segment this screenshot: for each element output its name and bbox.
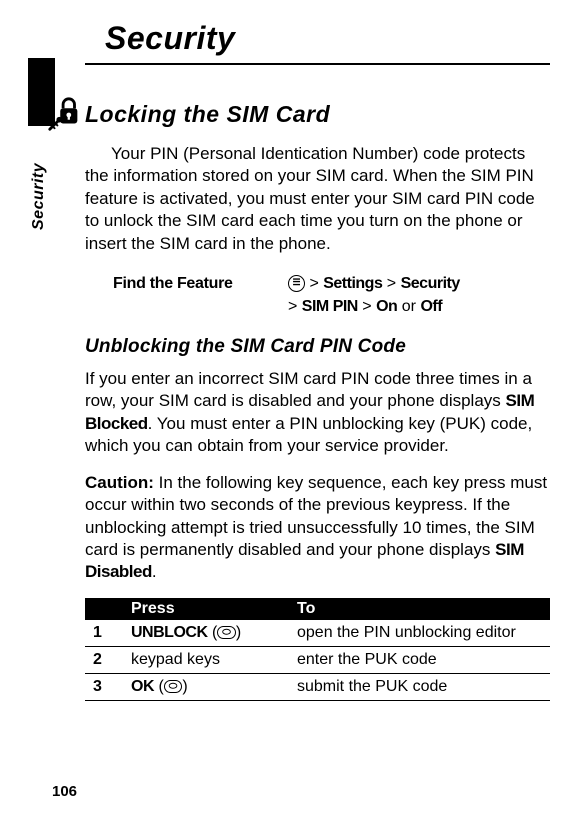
find-the-feature: Find the Feature ☰ > Settings > Security… bbox=[113, 273, 550, 318]
find-feature-path: ☰ > Settings > Security > SIM PIN > On o… bbox=[288, 273, 550, 318]
side-tab bbox=[28, 58, 55, 126]
step-to: submit the PUK code bbox=[289, 673, 550, 700]
section-heading: Locking the SIM Card bbox=[85, 101, 330, 128]
caution-label: Caution: bbox=[85, 473, 154, 492]
path-sep: > bbox=[358, 298, 376, 315]
step-to: enter the PUK code bbox=[289, 646, 550, 673]
text: . You must enter a PIN unblocking key (P… bbox=[85, 414, 532, 455]
path-sep: > bbox=[382, 275, 400, 292]
step-number: 3 bbox=[85, 673, 123, 700]
press-close: ) bbox=[182, 678, 187, 695]
table-row: 2 keypad keys enter the PUK code bbox=[85, 646, 550, 673]
path-sep: > bbox=[305, 275, 323, 292]
table-row: 1 UNBLOCK (⬭) open the PIN unblocking ed… bbox=[85, 620, 550, 647]
press-close: ) bbox=[236, 624, 241, 641]
path-on: On bbox=[376, 298, 397, 315]
title-rule bbox=[85, 63, 550, 65]
path-settings: Settings bbox=[323, 275, 382, 292]
path-or: or bbox=[397, 298, 420, 315]
page-number: 106 bbox=[52, 783, 77, 800]
press-suffix: ( bbox=[154, 678, 164, 695]
section1-body: Your PIN (Personal Identication Number) … bbox=[85, 143, 550, 255]
path-sim-pin: SIM PIN bbox=[302, 298, 358, 315]
step-number: 2 bbox=[85, 646, 123, 673]
subheading-unblocking: Unblocking the SIM Card PIN Code bbox=[85, 336, 550, 358]
table-header-press: Press bbox=[123, 598, 289, 620]
section2-body2: Caution: In the following key sequence, … bbox=[85, 472, 550, 584]
menu-key-icon: ☰ bbox=[288, 275, 305, 292]
text: . bbox=[152, 562, 157, 581]
step-press: UNBLOCK (⬭) bbox=[123, 620, 289, 647]
press-bold: UNBLOCK bbox=[131, 624, 208, 641]
path-sep: > bbox=[288, 298, 302, 315]
press-suffix: ( bbox=[208, 624, 218, 641]
chapter-title: Security bbox=[105, 20, 550, 57]
step-press: OK (⬭) bbox=[123, 673, 289, 700]
path-security: Security bbox=[401, 275, 460, 292]
section-locking: Locking the SIM Card Your PIN (Personal … bbox=[85, 95, 550, 255]
table-header-blank bbox=[85, 598, 123, 620]
path-off: Off bbox=[420, 298, 442, 315]
step-number: 1 bbox=[85, 620, 123, 647]
find-feature-label: Find the Feature bbox=[113, 273, 288, 318]
step-to: open the PIN unblocking editor bbox=[289, 620, 550, 647]
softkey-icon: ⬭ bbox=[164, 680, 183, 693]
table-header-to: To bbox=[289, 598, 550, 620]
section2-body1: If you enter an incorrect SIM card PIN c… bbox=[85, 368, 550, 458]
table-row: 3 OK (⬭) submit the PUK code bbox=[85, 673, 550, 700]
press-bold: OK bbox=[131, 678, 154, 695]
text: If you enter an incorrect SIM card PIN c… bbox=[85, 369, 532, 410]
text: In the following key sequence, each key … bbox=[85, 473, 547, 559]
section-heading-row: Locking the SIM Card bbox=[45, 95, 550, 133]
page: Security Security Locking the SIM Card Y… bbox=[0, 0, 570, 822]
steps-table: Press To 1 UNBLOCK (⬭) open the PIN unbl… bbox=[85, 598, 550, 701]
step-press: keypad keys bbox=[123, 646, 289, 673]
side-label: Security bbox=[30, 163, 48, 230]
softkey-icon: ⬭ bbox=[217, 626, 236, 639]
